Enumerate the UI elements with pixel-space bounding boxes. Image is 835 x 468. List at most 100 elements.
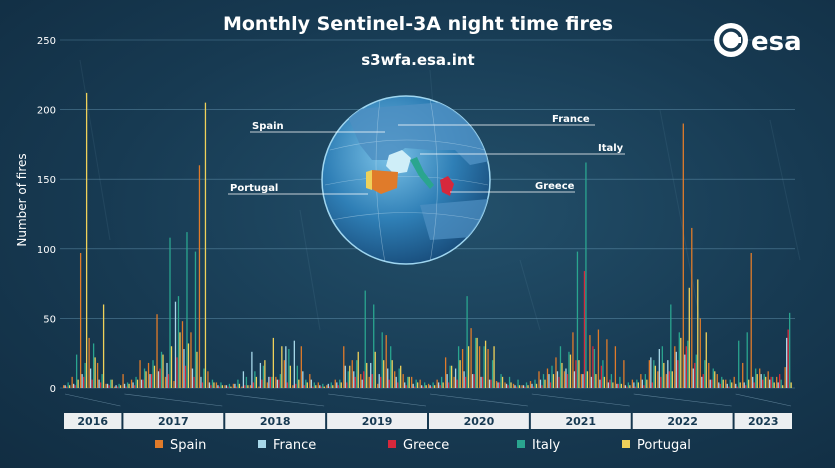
bar-france — [353, 371, 355, 388]
bar-greece — [702, 374, 704, 388]
bar-greece — [473, 374, 475, 388]
bar-italy — [228, 383, 231, 388]
y-tick-label: 200 — [37, 106, 56, 117]
bar-spain — [708, 362, 710, 388]
bar-spain — [309, 374, 311, 388]
bar-italy — [330, 382, 332, 388]
bar-france — [446, 374, 448, 388]
bar-portugal — [85, 92, 88, 389]
country-callouts: Spain France Italy Portugal Greece — [228, 114, 625, 195]
bar-spain — [580, 374, 583, 388]
bar-italy — [568, 351, 570, 388]
bar-france — [718, 382, 720, 388]
esa-logo-text: esa — [751, 27, 802, 57]
bar-italy — [432, 382, 434, 388]
bar-spain — [377, 383, 379, 388]
bar-italy — [288, 349, 290, 388]
bar-greece — [549, 382, 552, 388]
bar-greece — [133, 385, 136, 388]
bar-france — [89, 368, 92, 388]
bar-greece — [210, 385, 212, 388]
bar-italy — [313, 382, 315, 388]
bar-france — [701, 376, 703, 388]
bar-france — [590, 376, 593, 388]
bar-greece — [609, 379, 611, 388]
y-axis: 0 50 100 150 200 250 — [37, 36, 56, 395]
bar-italy — [772, 376, 774, 388]
bar-portugal — [298, 379, 300, 388]
bar-italy — [695, 354, 697, 388]
bar-greece — [660, 376, 662, 388]
bar-spain — [317, 382, 319, 388]
bar-italy — [92, 343, 95, 388]
bar-greece — [736, 386, 738, 388]
bar-portugal — [383, 360, 385, 388]
bar-greece — [125, 386, 127, 388]
bar-greece — [303, 385, 305, 388]
bar-italy — [525, 382, 528, 388]
bar-spain — [589, 335, 591, 388]
bar-france — [480, 376, 482, 388]
bar-france — [149, 374, 151, 388]
bar-spain — [478, 346, 481, 388]
bar-spain — [572, 332, 574, 388]
bar-greece — [745, 385, 747, 388]
bar-italy — [644, 374, 646, 388]
bar-portugal — [714, 371, 716, 388]
bar-greece — [456, 379, 458, 388]
bar-spain — [614, 346, 617, 388]
bar-italy — [585, 162, 587, 388]
bar-portugal — [603, 376, 606, 388]
bar-portugal — [671, 371, 673, 388]
bar-spain — [682, 123, 684, 389]
bar-italy — [415, 379, 417, 388]
bar-spain — [716, 374, 718, 388]
bar-spain — [232, 383, 235, 388]
bar-greece — [447, 382, 450, 388]
bar-spain — [122, 374, 124, 388]
bar-portugal — [586, 371, 589, 388]
bar-spain — [767, 371, 769, 388]
bar-france — [556, 371, 559, 388]
legend-swatch-italy — [517, 440, 525, 448]
bar-spain — [725, 379, 727, 388]
bar-greece — [397, 382, 399, 388]
bar-greece — [337, 385, 339, 388]
bar-portugal — [315, 385, 317, 388]
bar-portugal — [680, 337, 682, 388]
bar-france — [675, 351, 677, 388]
bar-spain — [224, 385, 226, 388]
bar-greece — [626, 386, 628, 388]
bar-spain — [512, 383, 515, 388]
bar-france — [251, 351, 253, 388]
bar-france — [404, 382, 406, 388]
callout-spain: Spain — [252, 121, 284, 132]
bar-france — [106, 383, 109, 388]
bar-spain — [266, 382, 269, 388]
bar-italy — [636, 379, 638, 388]
bar-greece — [685, 346, 687, 388]
bar-greece — [719, 383, 721, 388]
bar-spain — [623, 360, 625, 388]
year-label: 2018 — [260, 415, 291, 428]
bar-greece — [371, 374, 373, 388]
bar-italy — [576, 251, 579, 388]
bar-portugal — [374, 351, 376, 388]
bar-italy — [390, 346, 392, 388]
bar-spain — [640, 374, 642, 388]
bar-italy — [449, 365, 451, 388]
bar-italy — [721, 376, 723, 388]
bar-portugal — [705, 332, 707, 388]
bar-italy — [101, 374, 103, 388]
bar-portugal — [442, 382, 444, 388]
bar-italy — [789, 312, 791, 388]
y-tick-label: 0 — [50, 384, 56, 395]
bar-portugal — [111, 379, 113, 388]
chart-title: Monthly Sentinel-3A night time fires — [223, 13, 613, 35]
bar-italy — [271, 376, 273, 388]
bar-france — [429, 385, 431, 388]
bar-france — [191, 368, 194, 388]
bar-italy — [262, 365, 265, 388]
bar-spain — [546, 368, 549, 388]
bar-italy — [457, 346, 460, 388]
